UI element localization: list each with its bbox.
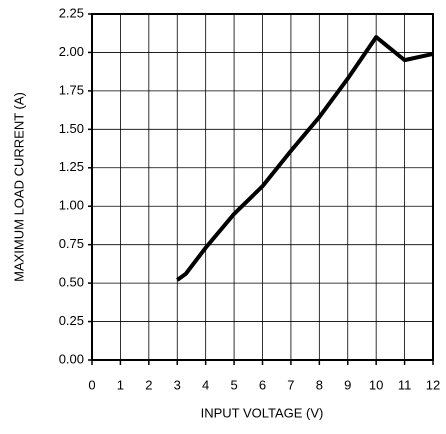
- y-tick-label: 0.75: [59, 236, 84, 251]
- x-tick-label: 10: [369, 377, 383, 392]
- y-tick-label: 2.00: [59, 44, 84, 59]
- x-tick-label: 1: [117, 377, 124, 392]
- x-tick-label: 9: [344, 377, 351, 392]
- y-tick-label: 2.25: [59, 5, 84, 20]
- x-axis-label: INPUT VOLTAGE (V): [201, 405, 324, 420]
- x-tick-label: 4: [202, 377, 209, 392]
- x-tick-label: 2: [145, 377, 152, 392]
- x-tick-label: 5: [230, 377, 237, 392]
- x-tick-label: 12: [426, 377, 440, 392]
- y-tick-label: 0.25: [59, 313, 84, 328]
- y-tick-label: 0.50: [59, 275, 84, 290]
- y-tick-label: 0.00: [59, 351, 84, 366]
- y-tick-label: 1.75: [59, 82, 84, 97]
- y-tick-label: 1.50: [59, 121, 84, 136]
- x-tick-label: 0: [88, 377, 95, 392]
- y-axis-label: MAXIMUM LOAD CURRENT (A): [11, 92, 26, 282]
- x-tick-label: 6: [259, 377, 266, 392]
- x-tick-label: 11: [398, 377, 412, 392]
- y-tick-label: 1.25: [59, 159, 84, 174]
- plot-frame: [91, 13, 434, 361]
- y-tick-label: 1.00: [59, 198, 84, 213]
- data-line: [176, 35, 434, 282]
- x-tick-label: 3: [174, 377, 181, 392]
- x-tick-label: 7: [287, 377, 294, 392]
- x-tick-label: 8: [316, 377, 323, 392]
